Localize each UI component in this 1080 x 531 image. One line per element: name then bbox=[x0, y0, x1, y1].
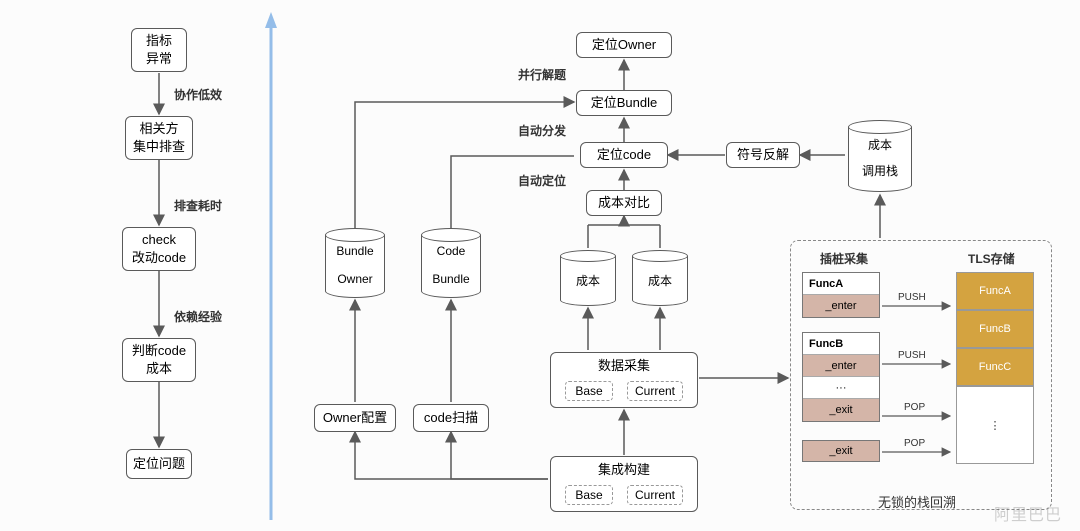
t: _enter bbox=[825, 360, 856, 372]
t: Bundle bbox=[432, 272, 469, 286]
node-locate-bundle: 定位Bundle bbox=[576, 90, 672, 116]
cyl-code-bundle: Code Bundle bbox=[421, 228, 481, 298]
t: ⋮ bbox=[990, 419, 1001, 432]
watermark-text: 阿里巴巴 bbox=[994, 501, 1062, 525]
t: _enter bbox=[825, 300, 856, 312]
t: 成本对比 bbox=[598, 194, 650, 212]
t: Current bbox=[635, 383, 675, 400]
edge-label-collab: 协作低效 bbox=[174, 86, 222, 103]
inst-block-a: FuncA _enter bbox=[802, 272, 880, 318]
t: Owner配置 bbox=[323, 409, 387, 427]
t: Bundle bbox=[336, 244, 373, 258]
edge-label-time: 排查耗时 bbox=[174, 197, 222, 214]
sub-base: Base bbox=[565, 381, 613, 401]
node-locate-code: 定位code bbox=[580, 142, 668, 168]
node-related-check: 相关方集中排查 bbox=[125, 116, 193, 160]
tls-b: FuncB bbox=[956, 310, 1034, 348]
title-tls: TLS存储 bbox=[968, 250, 1015, 267]
tls-c: FuncC bbox=[956, 348, 1034, 386]
txt: 相关方 bbox=[139, 120, 178, 138]
node-locate-owner: 定位Owner bbox=[576, 32, 672, 58]
txt: 定位问题 bbox=[133, 455, 185, 473]
op-push1: PUSH bbox=[898, 292, 926, 303]
txt: check bbox=[142, 231, 176, 249]
cyl-cost-stack: 成本 调用栈 bbox=[848, 120, 912, 192]
t: FuncC bbox=[979, 361, 1011, 373]
txt: 集中排查 bbox=[133, 138, 185, 156]
caption-lockfree: 无锁的栈回溯 bbox=[878, 492, 956, 511]
t: Base bbox=[575, 383, 602, 400]
sub-base: Base bbox=[565, 485, 613, 505]
sub-current: Current bbox=[627, 381, 683, 401]
txt: 指标 bbox=[146, 32, 172, 50]
cyl-bundle-owner: Bundle Owner bbox=[325, 228, 385, 298]
edge-label-exp: 依赖经验 bbox=[174, 308, 222, 325]
t: 成本 bbox=[868, 138, 892, 152]
t: 定位Bundle bbox=[591, 94, 657, 112]
node-check-code: check改动code bbox=[122, 227, 196, 271]
t: 调用栈 bbox=[862, 164, 898, 178]
t: _exit bbox=[829, 404, 852, 416]
t: Owner bbox=[337, 272, 372, 286]
node-cost-compare: 成本对比 bbox=[586, 190, 662, 216]
inst-block-b: FuncB _enter ··· _exit bbox=[802, 332, 880, 422]
diagram-canvas: 指标异常 协作低效 相关方集中排查 排查耗时 check改动code 依赖经验 … bbox=[0, 0, 1080, 531]
t: 成本 bbox=[576, 274, 600, 288]
txt: 成本 bbox=[146, 360, 172, 378]
t: Base bbox=[575, 487, 602, 504]
t: Current bbox=[635, 487, 675, 504]
t: FuncB bbox=[979, 323, 1011, 335]
node-build: 集成构建 Base Current bbox=[550, 456, 698, 512]
t: _exit bbox=[829, 445, 852, 457]
t: 定位code bbox=[597, 146, 651, 164]
t: FuncA bbox=[979, 285, 1011, 297]
t: FuncB bbox=[809, 338, 843, 350]
txt: 改动code bbox=[132, 249, 186, 267]
label-parallel: 并行解题 bbox=[518, 66, 566, 83]
label-auto-dispatch: 自动分发 bbox=[518, 122, 566, 139]
cyl-cost-base: 成本 bbox=[560, 250, 616, 306]
t: 集成构建 bbox=[598, 461, 650, 479]
node-symbol-reverse: 符号反解 bbox=[726, 142, 800, 168]
node-judge-cost: 判断code成本 bbox=[122, 338, 196, 382]
node-code-scan: code扫描 bbox=[413, 404, 489, 432]
tls-a: FuncA bbox=[956, 272, 1034, 310]
t: 数据采集 bbox=[598, 357, 650, 375]
node-data-collect: 数据采集 Base Current bbox=[550, 352, 698, 408]
op-push2: PUSH bbox=[898, 350, 926, 361]
cyl-cost-current: 成本 bbox=[632, 250, 688, 306]
t: 符号反解 bbox=[737, 146, 789, 164]
txt: 异常 bbox=[146, 50, 172, 68]
sub-current: Current bbox=[627, 485, 683, 505]
t: FuncA bbox=[809, 278, 843, 290]
label-auto-locate: 自动定位 bbox=[518, 172, 566, 189]
txt: 判断code bbox=[132, 342, 186, 360]
t: ··· bbox=[836, 382, 847, 394]
node-locate-issue: 定位问题 bbox=[126, 449, 192, 479]
t: 成本 bbox=[648, 274, 672, 288]
tls-more: ⋮ bbox=[956, 386, 1034, 464]
node-metric-anomaly: 指标异常 bbox=[131, 28, 187, 72]
t: 定位Owner bbox=[592, 36, 656, 54]
op-pop1: POP bbox=[904, 402, 925, 413]
inst-exit2: _exit bbox=[802, 440, 880, 462]
op-pop2: POP bbox=[904, 438, 925, 449]
title-instrument: 插桩采集 bbox=[820, 250, 868, 267]
t: Code bbox=[437, 244, 466, 258]
node-owner-config: Owner配置 bbox=[314, 404, 396, 432]
t: code扫描 bbox=[424, 409, 478, 427]
